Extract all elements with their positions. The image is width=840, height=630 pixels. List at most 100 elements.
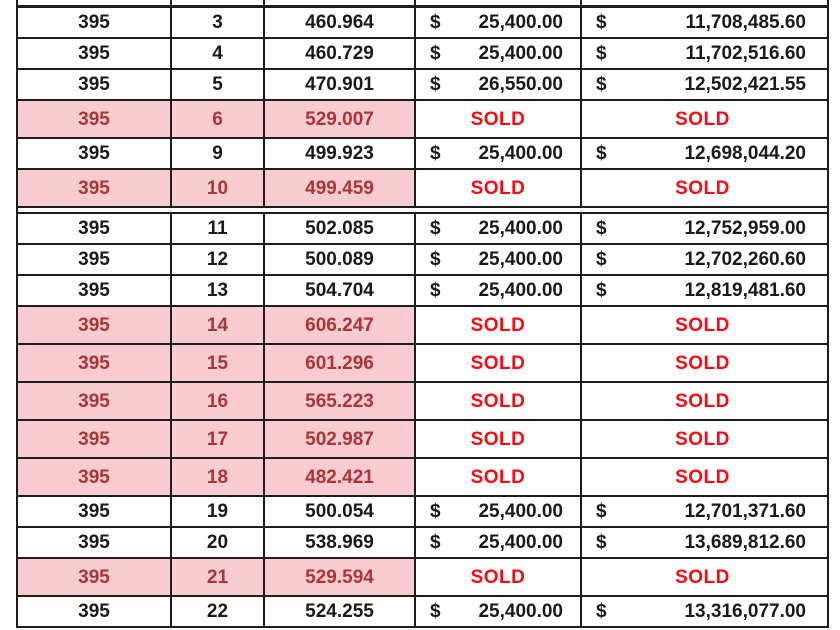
cell-col3[interactable]: 565.223: [265, 383, 416, 419]
cell-col4[interactable]: SOLD: [416, 421, 582, 457]
cell-col3[interactable]: 502.987: [265, 421, 416, 457]
cell-value: 504.704: [305, 280, 374, 301]
cell-col5[interactable]: $12,752,959.00: [582, 214, 823, 243]
cell-col3[interactable]: 601.296: [265, 345, 416, 381]
currency-symbol: $: [430, 601, 441, 622]
cell-col3[interactable]: 482.421: [265, 459, 416, 495]
cell-col4[interactable]: $25,400.00: [416, 139, 582, 168]
cell-col1[interactable]: 395: [18, 528, 172, 557]
cell-col5[interactable]: $11,702,516.60: [582, 39, 823, 68]
cell-col2[interactable]: 17: [172, 421, 265, 457]
cell-col5[interactable]: $12,702,260.60: [582, 245, 823, 274]
cell-col5[interactable]: $12,819,481.60: [582, 276, 823, 305]
cell-col4[interactable]: SOLD: [416, 559, 582, 595]
cell-col4[interactable]: SOLD: [416, 459, 582, 495]
cell-col5[interactable]: SOLD: [675, 108, 730, 130]
cell-col3[interactable]: 502.085: [265, 214, 416, 243]
cell-col5[interactable]: SOLD: [675, 466, 730, 488]
cell-col3[interactable]: 470.901: [265, 70, 416, 99]
cell-col3[interactable]: 499.923: [265, 139, 416, 168]
cell-col4[interactable]: $25,400.00: [416, 597, 582, 626]
cell-col4[interactable]: $25,400.00: [416, 245, 582, 274]
cell-col5[interactable]: $13,689,812.60: [582, 528, 823, 557]
cell-col1[interactable]: 395: [18, 383, 172, 419]
cell-col3[interactable]: 524.255: [265, 597, 416, 626]
cell-col2[interactable]: 9: [172, 139, 265, 168]
cell-col4[interactable]: SOLD: [416, 345, 582, 381]
cell-col2[interactable]: 22: [172, 597, 265, 626]
cell-col1: [18, 0, 172, 5]
cell-value: 499.459: [305, 177, 374, 199]
cell-col3[interactable]: 504.704: [265, 276, 416, 305]
cell-col1[interactable]: 395: [18, 597, 172, 626]
cell-col1[interactable]: 395: [18, 421, 172, 457]
cell-col3[interactable]: 500.054: [265, 497, 416, 526]
cell-value: 395: [78, 601, 110, 622]
cell-col2[interactable]: 10: [172, 170, 265, 206]
cell-col2[interactable]: 21: [172, 559, 265, 595]
cell-col4[interactable]: SOLD: [416, 383, 582, 419]
cell-col2[interactable]: 11: [172, 214, 265, 243]
cell-col5[interactable]: $12,698,044.20: [582, 139, 823, 168]
cell-col5[interactable]: SOLD: [675, 352, 730, 374]
cell-col1[interactable]: 395: [18, 307, 172, 343]
cell-col1[interactable]: 395: [18, 214, 172, 243]
cell-col1[interactable]: 395: [18, 245, 172, 274]
cell-col3[interactable]: 538.969: [265, 528, 416, 557]
cell-col4[interactable]: SOLD: [416, 307, 582, 343]
cell-col4[interactable]: $25,400.00: [416, 497, 582, 526]
cell-col1[interactable]: 395: [18, 101, 172, 137]
cell-col2[interactable]: 18: [172, 459, 265, 495]
cell-value: 395: [78, 280, 110, 301]
amount-value: 12,698,044.20: [684, 143, 806, 164]
cell-col2[interactable]: 5: [172, 70, 265, 99]
cell-col4[interactable]: $25,400.00: [416, 214, 582, 243]
cell-col2[interactable]: 14: [172, 307, 265, 343]
cell-col3[interactable]: 606.247: [265, 307, 416, 343]
cell-col3[interactable]: 460.729: [265, 39, 416, 68]
cell-col2[interactable]: 15: [172, 345, 265, 381]
cell-col2[interactable]: 6: [172, 101, 265, 137]
cell-col5[interactable]: SOLD: [675, 314, 730, 336]
cell-col1[interactable]: 395: [18, 70, 172, 99]
cell-col5[interactable]: SOLD: [675, 428, 730, 450]
cell-col1[interactable]: 395: [18, 8, 172, 37]
cell-col2[interactable]: 13: [172, 276, 265, 305]
cell-col3[interactable]: 500.089: [265, 245, 416, 274]
cell-col4[interactable]: $25,400.00: [416, 39, 582, 68]
cell-col3[interactable]: 460.964: [265, 8, 416, 37]
cell-col5[interactable]: $12,502,421.55: [582, 70, 823, 99]
cell-col2[interactable]: 4: [172, 39, 265, 68]
cell-col3[interactable]: 499.459: [265, 170, 416, 206]
cell-col5[interactable]: SOLD: [675, 566, 730, 588]
cell-col4[interactable]: $25,400.00: [416, 8, 582, 37]
cell-col4[interactable]: SOLD: [416, 170, 582, 206]
cell-col3[interactable]: 529.007: [265, 101, 416, 137]
cell-col3[interactable]: 529.594: [265, 559, 416, 595]
cell-col1[interactable]: 395: [18, 345, 172, 381]
cell-col5[interactable]: $12,701,371.60: [582, 497, 823, 526]
cell-col4[interactable]: $25,400.00: [416, 276, 582, 305]
cell-col4[interactable]: $26,550.00: [416, 70, 582, 99]
cell-col2[interactable]: 20: [172, 528, 265, 557]
cell-col5[interactable]: $13,316,077.00: [582, 597, 823, 626]
cell-col1[interactable]: 395: [18, 139, 172, 168]
cell-col1[interactable]: 395: [18, 170, 172, 206]
cell-col2[interactable]: 19: [172, 497, 265, 526]
cell-col5[interactable]: SOLD: [675, 177, 730, 199]
cell-col4[interactable]: SOLD: [416, 101, 582, 137]
cell-col2[interactable]: 3: [172, 8, 265, 37]
cell-col1[interactable]: 395: [18, 497, 172, 526]
cell-col1[interactable]: 395: [18, 276, 172, 305]
cell-col2[interactable]: 16: [172, 383, 265, 419]
cell-col1[interactable]: 395: [18, 39, 172, 68]
cell-col4[interactable]: $25,400.00: [416, 528, 582, 557]
table-row: 395 13 504.704 $25,400.00 $12,819,481.60: [18, 276, 827, 307]
cell-col5: [582, 0, 823, 5]
cell-col1[interactable]: 395: [18, 559, 172, 595]
cell-col5[interactable]: $11,708,485.60: [582, 8, 823, 37]
cell-col2[interactable]: 12: [172, 245, 265, 274]
cell-col1[interactable]: 395: [18, 459, 172, 495]
cell-col5[interactable]: SOLD: [675, 390, 730, 412]
currency-symbol: $: [430, 218, 441, 239]
